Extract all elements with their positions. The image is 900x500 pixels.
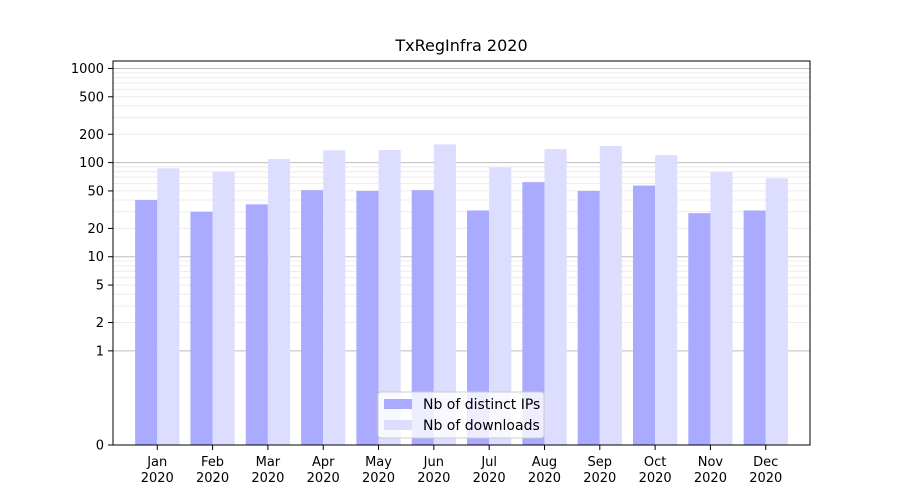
chart-title: TxRegInfra 2020 [394,36,527,55]
x-tick-label-month: Jan [146,455,167,470]
bar-downloads [489,167,512,446]
bars-layer [135,144,788,446]
y-tick-label: 2 [96,316,104,331]
bar-downloads [710,172,733,445]
x-tick-label-year: 2020 [141,471,174,486]
legend-label: Nb of distinct IPs [423,397,540,413]
x-tick-label-month: Mar [256,455,281,470]
x-tick-label-year: 2020 [473,471,506,486]
y-tick-label: 10 [87,250,104,265]
plot-frame [112,60,811,446]
bar-distinct-ips [301,190,324,445]
bar-downloads [544,149,567,445]
bar-downloads [599,146,622,445]
x-tick-label-year: 2020 [251,471,284,486]
bar-distinct-ips [467,210,490,445]
x-tick-label-year: 2020 [196,471,229,486]
x-tick-label-month: Dec [753,455,778,470]
x-tick-label-month: Sep [588,455,613,470]
bar-downloads [323,150,346,445]
y-axis: 0 1 2 5 10 20 50 100 200 500 1000 [71,62,113,454]
y-tick-label: 50 [87,184,104,199]
bar-distinct-ips [245,204,268,445]
bar-distinct-ips [356,190,379,445]
x-tick-label-year: 2020 [307,471,340,486]
y-tick-label: 5 [96,279,104,294]
legend-swatch [384,399,412,409]
bar-distinct-ips [632,185,656,446]
y-tick-label: 20 [87,222,104,237]
x-tick-label-month: Feb [201,455,224,470]
x-axis: Jan2020Feb2020Mar2020Apr2020May2020Jun20… [141,445,782,486]
bar-distinct-ips [688,213,711,445]
legend-box [377,391,545,439]
bar-distinct-ips [190,211,213,445]
x-tick-label-year: 2020 [417,471,450,486]
x-tick-label-month: Aug [532,455,557,470]
y-tick-label: 100 [79,156,104,171]
y-tick-label: 1 [96,344,104,359]
bar-distinct-ips [743,210,766,445]
bar-distinct-ips [577,190,600,445]
legend-swatch [384,420,412,430]
legend: Nb of distinct IPs Nb of downloads [377,391,545,439]
x-tick-label-month: May [365,455,392,470]
y-tick-label: 200 [79,128,104,143]
legend-label: Nb of downloads [423,418,540,434]
y-tick-label: 1000 [71,62,104,77]
bar-downloads [212,171,235,445]
x-tick-label-year: 2020 [528,471,561,486]
bar-distinct-ips [135,200,158,445]
x-tick-label-month: Oct [644,455,666,470]
y-tick-label: 500 [79,90,104,105]
x-tick-label-year: 2020 [639,471,672,486]
x-tick-label-year: 2020 [749,471,782,486]
bar-downloads [433,144,456,445]
x-tick-label-year: 2020 [583,471,616,486]
x-tick-label-year: 2020 [362,471,395,486]
x-tick-label-month: Jun [423,455,444,470]
x-tick-label-year: 2020 [694,471,727,486]
bar-downloads [765,178,788,445]
bar-downloads [157,168,180,446]
bar-downloads [267,159,291,445]
bar-downloads [378,150,401,445]
bar-distinct-ips [411,190,434,445]
y-tick-label: 0 [96,439,104,454]
x-tick-label-month: Jul [480,455,497,470]
bar-downloads [655,155,678,445]
bar-distinct-ips [522,182,545,445]
x-tick-label-month: Nov [698,455,724,470]
x-tick-label-month: Apr [312,455,335,470]
